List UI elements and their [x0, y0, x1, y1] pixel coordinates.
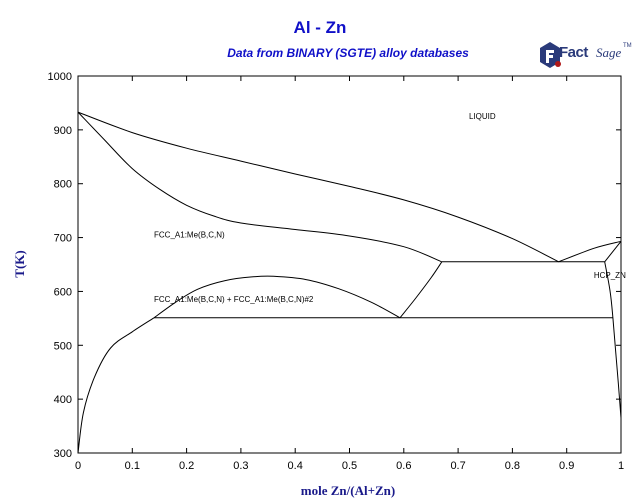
x-tick-label: 0.5 — [342, 460, 357, 472]
x-tick-label: 0.4 — [288, 460, 303, 472]
phase-boundary-fcc-solvus-right — [399, 261, 443, 319]
y-tick-label: 1000 — [48, 71, 72, 83]
x-tick-label: 0.2 — [179, 460, 194, 472]
x-tick-label: 0.8 — [505, 460, 520, 472]
plot-frame — [77, 75, 622, 454]
y-tick-label: 300 — [54, 448, 72, 460]
phase-region-label: LIQUID — [469, 112, 496, 121]
logo-brand-sub: Sage — [596, 45, 622, 60]
phase-region-labels: LIQUID FCC_A1:Me(B,C,N) FCC_A1:Me(B,C,N) +… — [154, 112, 626, 304]
x-tick-label: 0.7 — [450, 460, 465, 472]
phase-region-label: FCC_A1:Me(B,C,N) + FCC_A1:Me(B,C,N)#2 — [154, 295, 314, 304]
y-tick-label: 700 — [54, 233, 72, 245]
phase-region-label: HCP_ZN — [594, 271, 626, 280]
x-tick-label: 1 — [618, 460, 624, 472]
y-tick-label: 800 — [54, 179, 72, 191]
x-tick-label: 0 — [75, 460, 81, 472]
y-axis-ticks: 300 400 500 600 700 800 900 1000 — [48, 71, 621, 460]
chart-subtitle: Data from BINARY (SGTE) alloy databases — [227, 46, 469, 60]
phase-boundaries — [77, 111, 622, 454]
y-tick-label: 600 — [54, 286, 72, 298]
x-tick-label: 0.9 — [559, 460, 574, 472]
phase-boundary-liquidus-left — [77, 111, 559, 263]
phase-boundary-miscibility-gap — [153, 275, 401, 319]
phase-region-label: FCC_A1:Me(B,C,N) — [154, 231, 225, 240]
phase-boundary-liquidus-right — [558, 240, 622, 263]
phase-boundary-fcc-solvus-left — [77, 317, 155, 454]
factsage-logo-icon — [540, 42, 561, 68]
y-tick-label: 500 — [54, 340, 72, 352]
y-axis-label: T(K) — [12, 250, 27, 277]
logo-trademark: TM — [623, 43, 632, 49]
y-tick-label: 400 — [54, 394, 72, 406]
chart-title: Al - Zn — [293, 18, 347, 37]
x-axis-label: mole Zn/(Al+Zn) — [301, 483, 395, 498]
phase-boundary-solidus-fcc — [77, 111, 442, 263]
x-tick-label: 0.3 — [233, 460, 248, 472]
phase-boundary-hcp-solidus — [604, 240, 622, 263]
x-tick-label: 0.1 — [125, 460, 140, 472]
x-tick-label: 0.6 — [396, 460, 411, 472]
phase-boundary-hcp-solvus — [604, 261, 622, 419]
y-tick-label: 900 — [54, 125, 72, 137]
logo-brand-main: Fact — [559, 44, 588, 61]
x-axis-ticks: 0 0.1 0.2 0.3 0.4 0.5 0.6 0.7 0.8 0.9 1 — [75, 76, 624, 472]
factsage-logo: Fact Sage TM — [537, 40, 637, 72]
